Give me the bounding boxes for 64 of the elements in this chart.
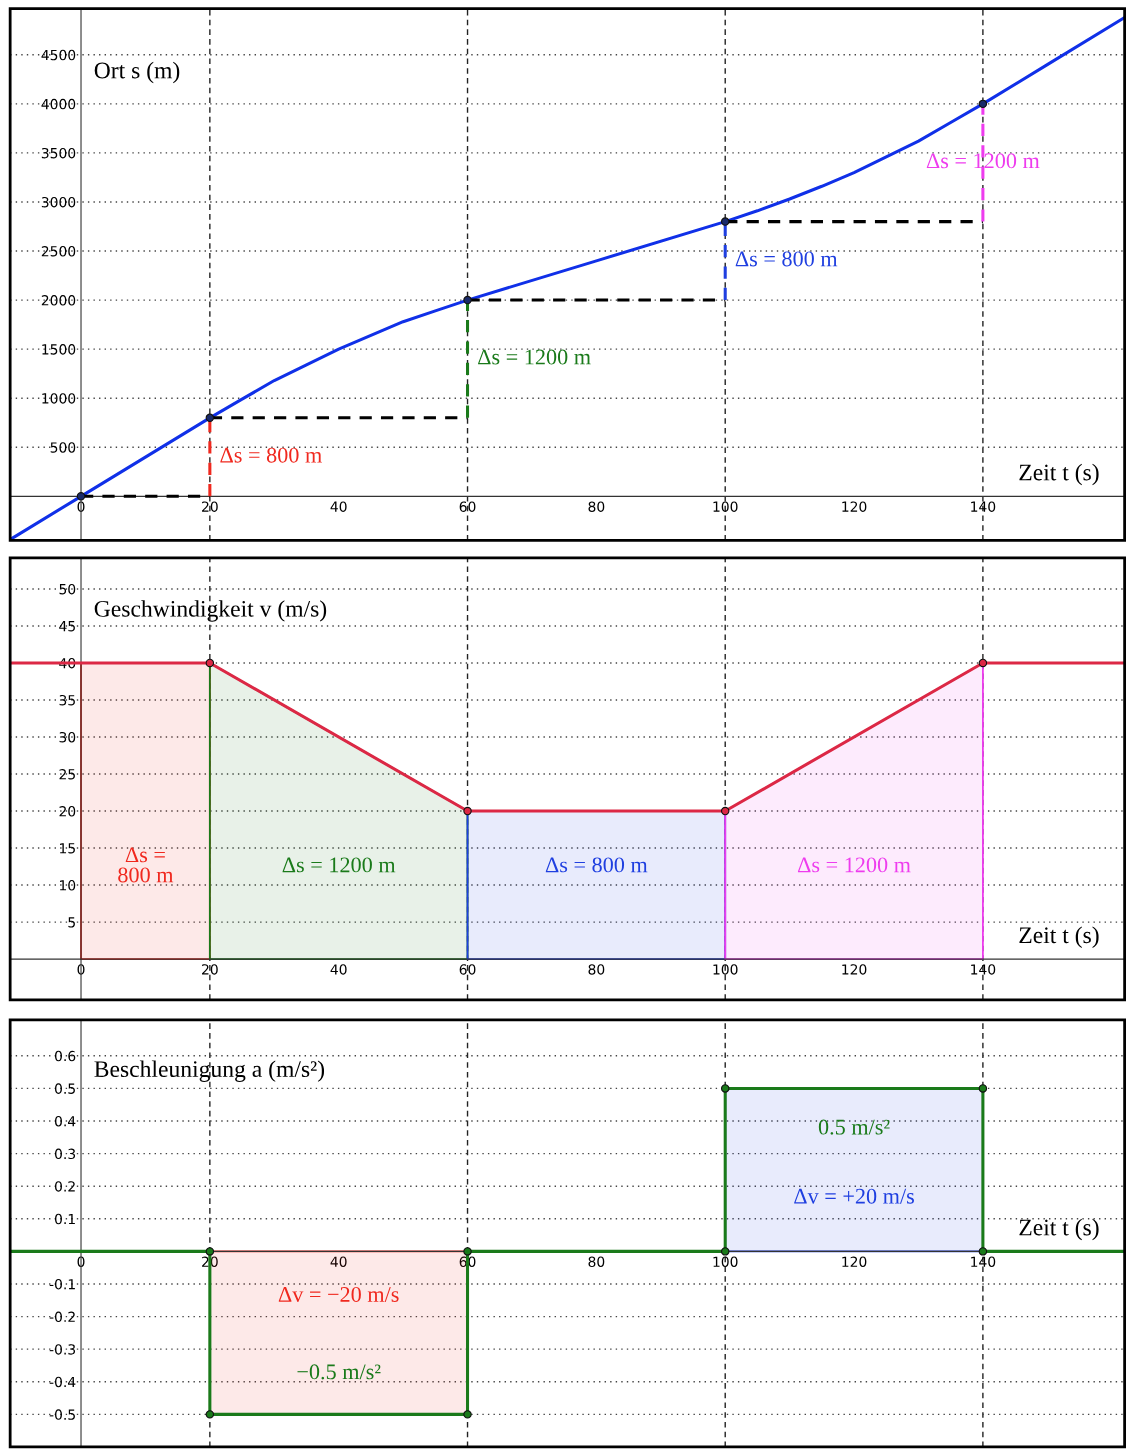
series-label: Δs = 800 m	[118, 847, 174, 883]
x-tick-label: 100	[713, 501, 738, 512]
y-tick-label: -0.2	[49, 1311, 75, 1323]
series-label: Δs = 800 m	[220, 447, 322, 463]
y-axis-title: Ort s (m)	[94, 61, 180, 84]
y-tick-label: 3500	[41, 147, 76, 159]
x-tick-label: 140	[971, 1256, 996, 1267]
y-tick-label: -0.4	[49, 1376, 76, 1388]
x-tick-label: 80	[588, 1256, 605, 1267]
y-tick-label: 50	[59, 583, 76, 595]
x-tick-label: 60	[459, 964, 476, 975]
x-axis-title: Zeit t (s)	[1019, 926, 1099, 948]
y-tick-label: 500	[50, 442, 76, 453]
series-label: Δs = 1200 m	[282, 857, 396, 873]
x-tick-label: 0	[77, 1256, 85, 1267]
y-tick-label: 10	[60, 880, 76, 891]
x-tick-label: 0	[77, 501, 85, 512]
x-tick-label: 120	[842, 964, 867, 975]
x-tick-label: 80	[588, 964, 605, 975]
y-tick-label: 0.1	[54, 1213, 75, 1225]
series-label: Δs = 1200 m	[926, 153, 1040, 169]
y-tick-label: 5	[68, 917, 75, 928]
y-tick-label: -0.5	[49, 1409, 75, 1420]
y-tick-label: 35	[59, 694, 75, 706]
y-axis-title: Geschwindigkeit v (m/s)	[94, 600, 327, 622]
y-tick-label: 45	[59, 621, 75, 632]
x-tick-label: 20	[202, 501, 218, 512]
x-tick-label: 120	[842, 501, 867, 512]
y-tick-label: 20	[59, 806, 76, 817]
y-tick-label: 4500	[41, 49, 76, 61]
y-tick-label: 1500	[42, 344, 76, 355]
y-tick-label: 30	[59, 731, 76, 743]
x-tick-label: 40	[330, 964, 347, 975]
x-tick-label: 0	[77, 964, 85, 975]
y-tick-label: 2000	[41, 295, 76, 306]
x-tick-label: 20	[202, 964, 218, 975]
x-tick-label: 140	[971, 501, 996, 512]
x-tick-label: 120	[842, 1256, 867, 1267]
series-label: Δs = 800 m	[735, 251, 838, 267]
y-tick-label: -0.3	[49, 1344, 76, 1355]
y-axis-title: Beschleunigung a (m/s²)	[94, 1060, 325, 1082]
y-tick-label: 0.6	[54, 1050, 76, 1062]
y-tick-label: -0.1	[49, 1278, 75, 1290]
y-tick-label: 0.2	[54, 1181, 75, 1192]
y-tick-label: 15	[60, 843, 75, 854]
x-tick-label: 140	[971, 964, 996, 975]
y-tick-label: 1000	[42, 393, 76, 404]
series-label: Δs = 1200 m	[797, 857, 911, 873]
x-tick-label: 100	[713, 964, 738, 975]
y-tick-label: 0.3	[54, 1148, 76, 1160]
y-tick-label: 4000	[41, 98, 76, 110]
x-tick-label: 80	[588, 501, 605, 512]
x-axis-title: Zeit t (s)	[1019, 1218, 1099, 1241]
series-label: Δs = 1200 m	[478, 349, 591, 365]
x-tick-label: 60	[459, 501, 476, 512]
x-axis-title: Zeit t (s)	[1019, 463, 1099, 486]
y-tick-label: 0.4	[54, 1115, 76, 1127]
y-tick-label: 0.5	[54, 1083, 75, 1094]
y-tick-label: 3000	[41, 196, 76, 208]
y-tick-label: 25	[59, 768, 75, 780]
series-label: Δs = 800 m	[545, 857, 648, 873]
y-tick-label: 2500	[41, 246, 76, 257]
x-tick-label: 40	[330, 501, 347, 512]
x-tick-label: 100	[713, 1256, 738, 1267]
